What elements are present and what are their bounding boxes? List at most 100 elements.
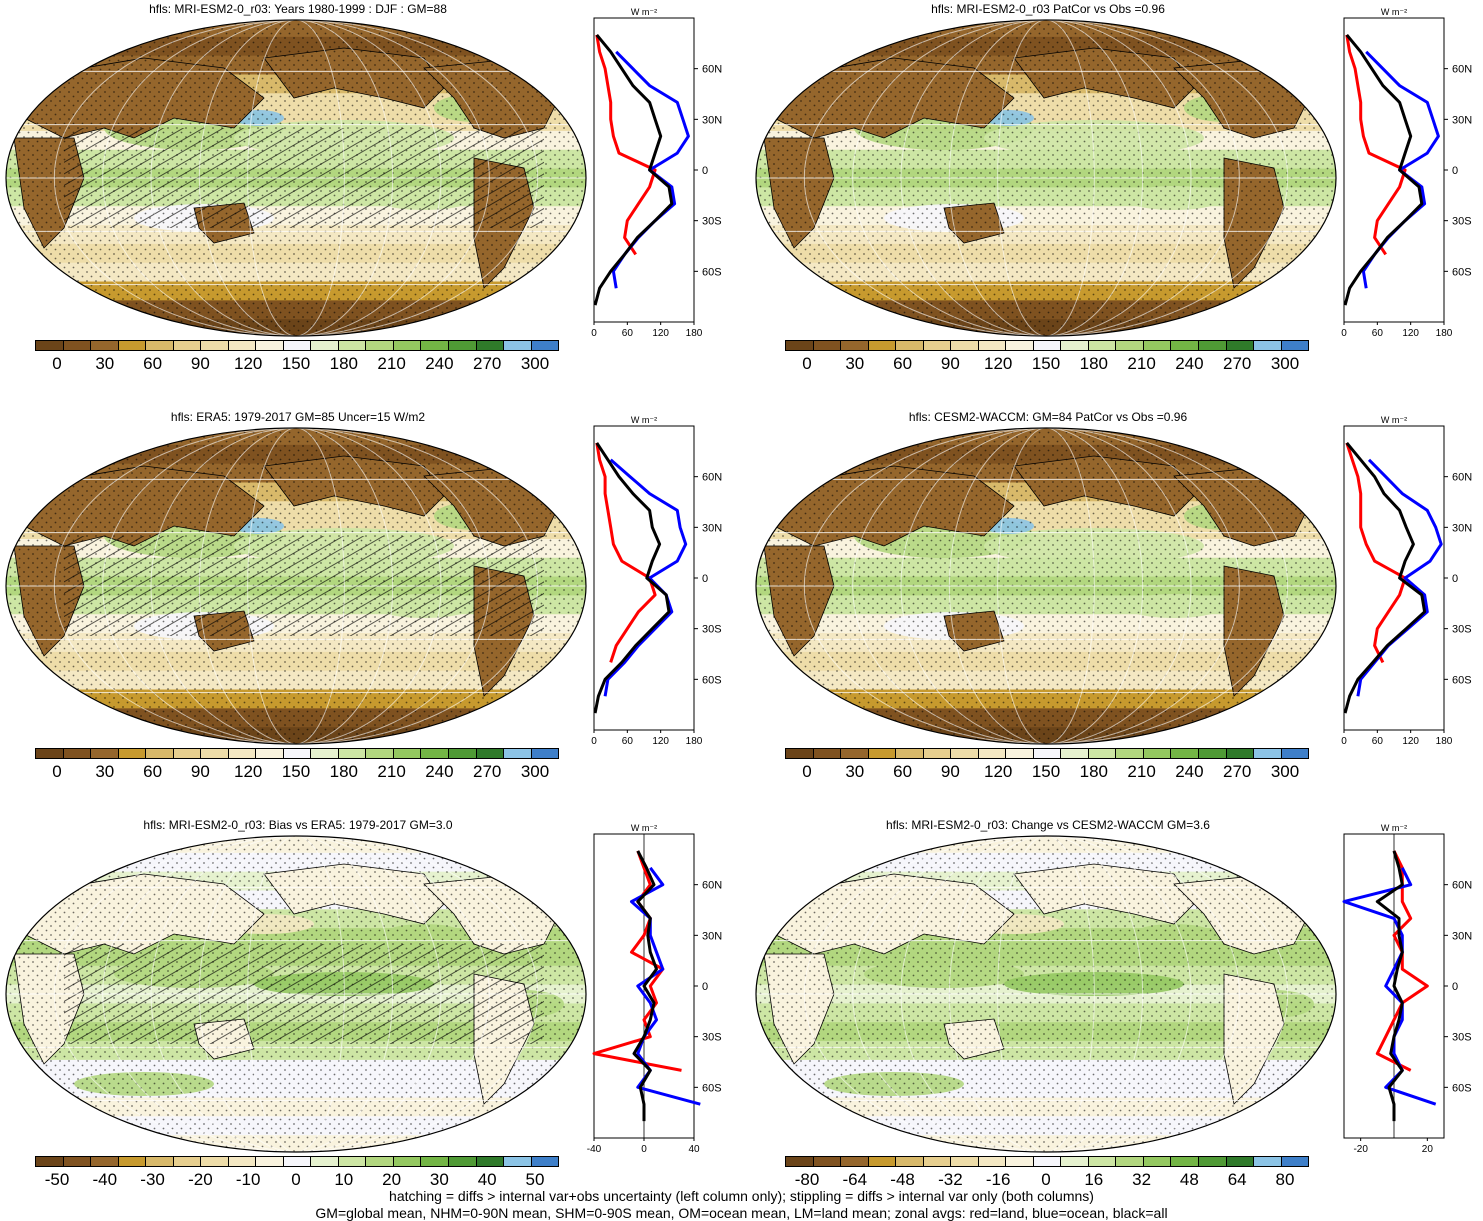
zonal-x-tick-label: 20 (1422, 1144, 1434, 1155)
colorbar (785, 1156, 1309, 1167)
map-panel: hfls: MRI-ESM2-0_r03: Change vs CESM2-WA… (750, 816, 1483, 1216)
latitude-tick-label: 30N (702, 930, 722, 942)
latitude-tick-label: 0 (1452, 573, 1458, 585)
colorbar-tick-label: 30 (95, 354, 115, 373)
colorbar-tick-label: 120 (984, 354, 1013, 373)
latitude-tick-label: 60S (1452, 674, 1472, 686)
zonal-x-tick-label: 0 (1341, 736, 1347, 747)
colorbar (785, 340, 1309, 351)
zonal-x-tick-label: 120 (652, 328, 669, 339)
colorbar (35, 1156, 559, 1167)
zonal-line-all (1375, 850, 1404, 1122)
colorbar-tick-label: -80 (794, 1170, 820, 1189)
zonal-x-tick-label: 0 (1341, 328, 1347, 339)
latitude-tick-label: 60S (1452, 266, 1472, 278)
colorbar-tick-label: -64 (842, 1170, 868, 1189)
colorbar-tick-label: -20 (188, 1170, 213, 1189)
colorbar-tick-label: 240 (425, 354, 454, 373)
latitude-tick-label: 60N (1452, 472, 1472, 484)
colorbar-tick-label: 0 (802, 762, 812, 781)
world-map (755, 427, 1337, 745)
latitude-tick-label: 0 (1452, 981, 1458, 993)
colorbar-tick-label: 270 (473, 762, 502, 781)
colorbar-tick-label: 240 (1175, 762, 1204, 781)
zonal-mean-plot: W m⁻² 60N 30N 0 30S 60S 0 60 120 180 (1341, 7, 1472, 339)
footer-line-2: GM=global mean, NHM=0-90N mean, SHM=0-90… (315, 1205, 1168, 1221)
colorbar-tick-label: 180 (1079, 354, 1108, 373)
colorbar-tick-label: 210 (1127, 762, 1156, 781)
latitude-tick-label: 60N (1452, 64, 1472, 76)
zonal-x-tick-label: 180 (686, 736, 703, 747)
zonal-x-tick-label: 0 (591, 736, 597, 747)
colorbar-tick-label: -16 (985, 1170, 1011, 1189)
latitude-tick-label: 30N (1452, 522, 1472, 534)
zonal-mean-plot: W m⁻² 60N 30N 0 30S 60S 0 60 120 180 (591, 7, 722, 339)
colorbar-tick-label: -30 (140, 1170, 165, 1189)
footer-line-1: hatching = diffs > internal var+obs unce… (389, 1188, 1094, 1204)
colorbar-tick-label: 0 (802, 354, 812, 373)
colorbar-tick-label: 300 (1270, 762, 1300, 781)
latitude-tick-label: 0 (702, 165, 708, 177)
latitude-tick-label: 30N (702, 114, 722, 126)
colorbar (785, 748, 1309, 759)
zonal-line-all (632, 850, 658, 1122)
colorbar-tick-label: 0 (1041, 1170, 1051, 1189)
zonal-x-tick-label: -20 (1353, 1144, 1368, 1155)
colorbar-tick-label: 210 (377, 354, 406, 373)
zonal-x-tick-label: 0 (591, 328, 597, 339)
zonal-mean-plot: W m⁻² 60N 30N 0 30S 60S 0 60 120 180 (1341, 415, 1472, 747)
world-map (755, 19, 1337, 337)
zonal-units-label: W m⁻² (631, 823, 657, 833)
colorbar-tick-label: 270 (473, 354, 502, 373)
zonal-x-tick-label: 60 (622, 328, 634, 339)
latitude-tick-label: 30S (1452, 624, 1472, 636)
colorbar-tick-label: 240 (425, 762, 454, 781)
zonal-x-tick-label: 40 (688, 1144, 700, 1155)
map-title: hfls: MRI-ESM2-0_r03: Bias vs ERA5: 1979… (143, 818, 453, 832)
zonal-x-tick-label: -40 (587, 1144, 602, 1155)
latitude-tick-label: 30N (1452, 114, 1472, 126)
world-map (5, 19, 587, 337)
latitude-tick-label: 60S (702, 674, 722, 686)
map-panel: hfls: ERA5: 1979-2017 GM=85 Uncer=15 W/m… (0, 408, 733, 808)
colorbar-tick-label: -40 (92, 1170, 118, 1189)
colorbar-tick-label: 60 (893, 762, 913, 781)
map-panel: hfls: MRI-ESM2-0_r03: Bias vs ERA5: 1979… (0, 816, 733, 1216)
colorbar-tick-label: 90 (190, 354, 210, 373)
colorbar-tick-label: 270 (1223, 354, 1252, 373)
colorbar-tick-label: 30 (429, 1170, 449, 1189)
zonal-units-label: W m⁻² (631, 415, 657, 425)
zonal-x-tick-label: 180 (1436, 328, 1453, 339)
colorbar-tick-label: 270 (1223, 762, 1252, 781)
colorbar-tick-label: 300 (1270, 354, 1300, 373)
colorbar-tick-label: 180 (329, 762, 358, 781)
colorbar-tick-label: 300 (520, 762, 550, 781)
latitude-tick-label: 60N (1452, 880, 1472, 892)
colorbar-tick-label: 120 (234, 762, 263, 781)
colorbar-tick-label: 120 (984, 762, 1013, 781)
zonal-x-tick-label: 60 (1372, 328, 1384, 339)
latitude-tick-label: 60N (702, 64, 722, 76)
zonal-x-tick-label: 120 (1402, 328, 1419, 339)
colorbar-tick-label: 210 (377, 762, 406, 781)
colorbar-tick-label: 20 (382, 1170, 402, 1189)
zonal-mean-plot: W m⁻² 60N 30N 0 30S 60S -40 0 40 (587, 823, 722, 1155)
zonal-x-tick-label: 60 (1372, 736, 1384, 747)
latitude-tick-label: 30N (1452, 930, 1472, 942)
colorbar-tick-label: -50 (44, 1170, 70, 1189)
colorbar-tick-label: 48 (1179, 1170, 1199, 1189)
colorbar-tick-label: 150 (1031, 354, 1061, 373)
colorbar-tick-label: 80 (1275, 1170, 1295, 1189)
colorbar-tick-label: 30 (95, 762, 115, 781)
colorbar-tick-label: 180 (329, 354, 358, 373)
colorbar-tick-label: 16 (1084, 1170, 1104, 1189)
zonal-x-tick-label: 0 (641, 1144, 647, 1155)
map-title: hfls: CESM2-WACCM: GM=84 PatCor vs Obs =… (908, 410, 1188, 424)
map-panel: hfls: CESM2-WACCM: GM=84 PatCor vs Obs =… (750, 408, 1483, 808)
map-panel: hfls: MRI-ESM2-0_r03 PatCor vs Obs =0.96… (750, 0, 1483, 400)
colorbar-tick-label: 64 (1227, 1170, 1247, 1189)
latitude-tick-label: 60N (702, 880, 722, 892)
latitude-tick-label: 60N (702, 472, 722, 484)
latitude-tick-label: 30S (702, 1032, 722, 1044)
latitude-tick-label: 60S (1452, 1082, 1472, 1094)
